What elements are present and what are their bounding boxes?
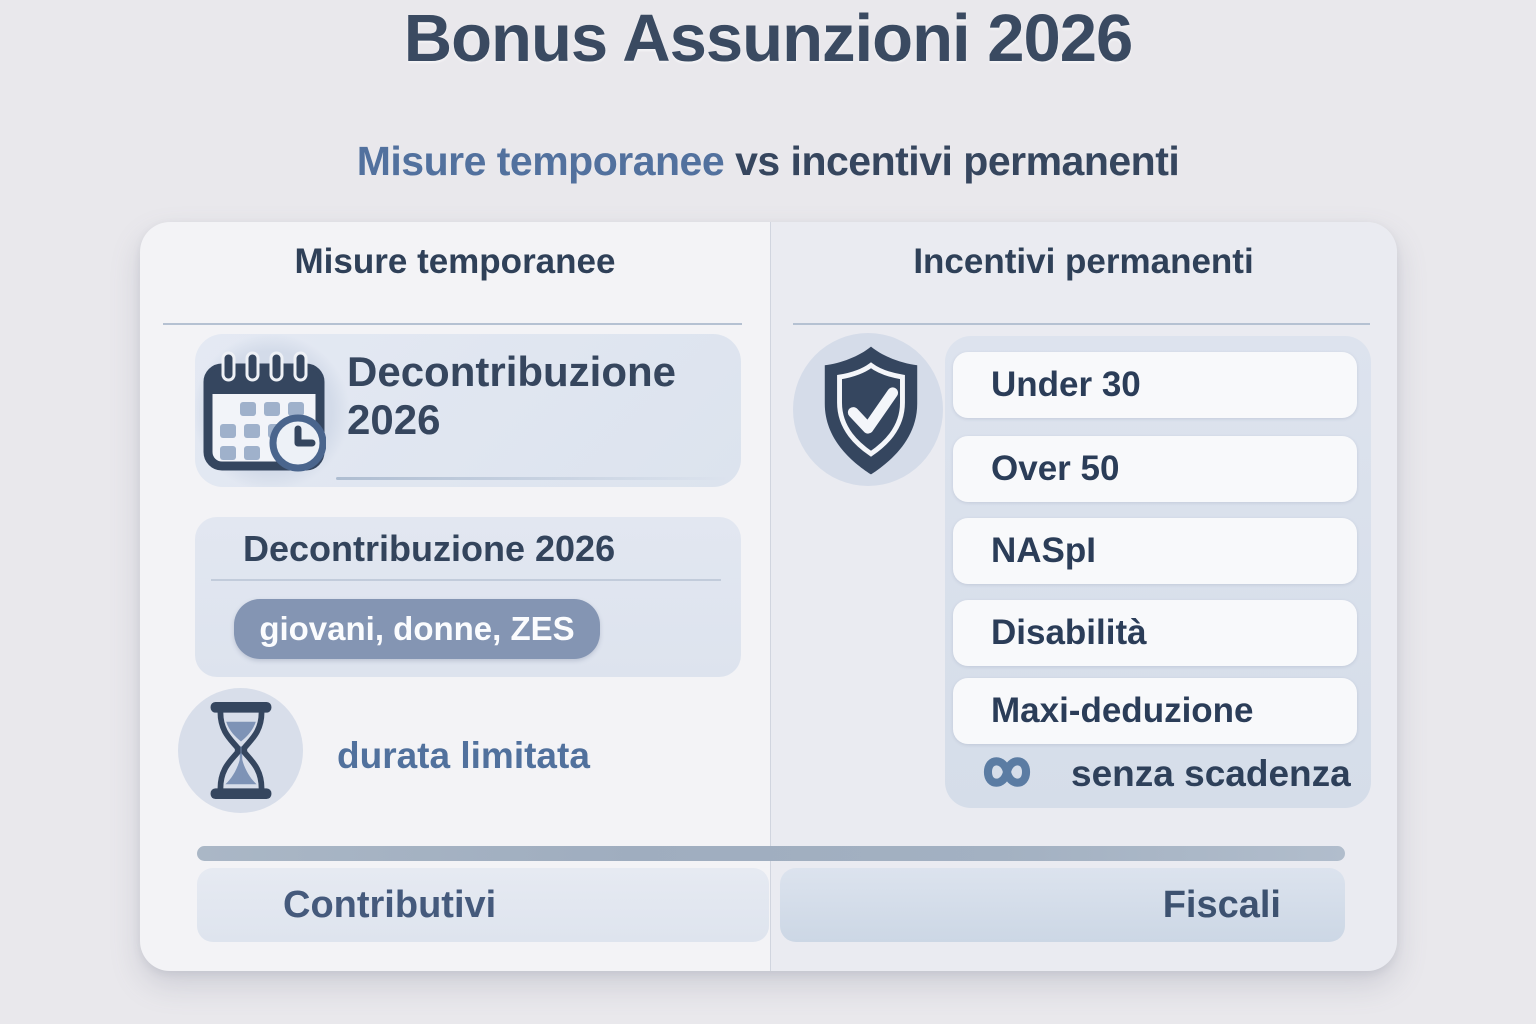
page-title: Bonus Assunzioni 2026: [403, 1, 1134, 76]
footer-divider-bar: [197, 846, 1345, 861]
infinity-icon: [967, 747, 1047, 802]
measure-detail-title: Decontribuzione 2026: [243, 528, 616, 569]
measure-detail-divider: [211, 579, 721, 581]
page-subtitle: Misure temporanee vs incentivi permanent…: [0, 138, 1536, 185]
calendar-clock-icon: [202, 350, 327, 474]
hourglass-icon-background: [178, 688, 303, 813]
target-groups-badge: giovani, donne, ZES: [234, 599, 600, 659]
left-column-header: Misure temporanee: [294, 242, 616, 281]
left-column-divider: [163, 323, 742, 325]
footer-right-label: Fiscali: [1162, 883, 1281, 926]
subtitle-temporary: Misure temporanee: [356, 138, 725, 184]
hero-underline: [336, 477, 732, 480]
subtitle-permanent: vs incentivi permanenti: [724, 138, 1180, 184]
footer-cell-contributivi: Contributivi: [197, 868, 769, 942]
footer-left-label: Contributivi: [283, 883, 497, 926]
no-expiry-row: senza scadenza: [967, 744, 1357, 804]
footer-cell-fiscali: Fiscali: [780, 868, 1345, 942]
list-item-naspi: NASpI: [953, 518, 1357, 584]
no-expiry-label: senza scadenza: [1071, 753, 1351, 794]
shield-check-icon: [812, 341, 930, 482]
right-column-divider: [793, 323, 1370, 325]
measure-detail-box: Decontribuzione 2026 giovani, donne, ZES: [195, 517, 741, 677]
list-item-maxi-deduzione: Maxi-deduzione: [953, 678, 1357, 744]
list-item-over-50: Over 50: [953, 436, 1357, 502]
right-column-header: Incentivi permanenti: [913, 242, 1254, 281]
list-item-under-30: Under 30: [953, 352, 1357, 418]
limited-duration-label: durata limitata: [337, 735, 590, 776]
hourglass-icon: [204, 700, 278, 806]
hero-measure-box: Decontribuzione 2026: [195, 334, 741, 487]
hero-measure-title: Decontribuzione 2026: [347, 348, 677, 443]
permanent-incentives-panel: Under 30 Over 50 NASpI Disabilità Maxi-d…: [945, 336, 1371, 808]
list-item-disabilita: Disabilità: [953, 600, 1357, 666]
